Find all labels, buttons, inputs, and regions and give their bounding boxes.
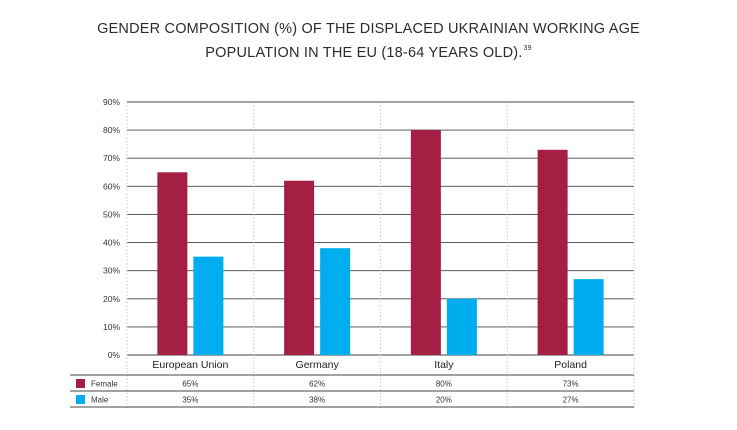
table-cell-female: 62% [309,380,325,389]
y-tick-label: 50% [103,209,120,219]
bar-male-poland [573,279,604,355]
table-cell-male: 20% [436,396,452,405]
bar-male-european-union [193,256,224,355]
bar-female-germany [284,180,315,355]
x-category-label: Poland [554,359,587,371]
bar-male-italy [446,298,477,355]
bar-female-italy [410,130,441,355]
bar-female-poland [537,149,568,355]
y-tick-label: 30% [103,266,120,276]
chart-title-line-2-text: POPULATION IN THE EU (18-64 YEARS OLD). [205,45,523,61]
y-tick-label: 60% [103,181,120,191]
legend-swatch-male [76,395,85,404]
y-tick-label: 0% [108,350,121,360]
legend-label-female: Female [91,380,118,389]
table-cell-female: 80% [436,380,452,389]
bar-female-european-union [157,172,188,355]
y-tick-label: 20% [103,294,120,304]
x-category-label: Italy [434,359,454,371]
table-cell-male: 27% [563,396,579,405]
legend-label-male: Male [91,396,109,405]
x-category-label: Germany [296,359,340,371]
legend-swatch-female [76,379,85,388]
y-tick-label: 70% [103,153,120,163]
y-tick-label: 90% [103,97,120,107]
chart-title-line-1: GENDER COMPOSITION (%) OF THE DISPLACED … [97,21,640,37]
bar-male-germany [320,248,351,355]
chart-title-line-2: POPULATION IN THE EU (18-64 YEARS OLD).3… [0,39,737,63]
y-tick-label: 40% [103,238,120,248]
chart-title: GENDER COMPOSITION (%) OF THE DISPLACED … [0,20,737,63]
table-cell-male: 35% [182,396,198,405]
y-tick-label: 10% [103,322,120,332]
y-tick-label: 80% [103,125,120,135]
table-cell-female: 73% [563,380,579,389]
footnote-marker: 39 [523,45,532,52]
table-cell-female: 65% [182,380,198,389]
table-cell-male: 38% [309,396,325,405]
x-category-label: European Union [152,359,228,371]
